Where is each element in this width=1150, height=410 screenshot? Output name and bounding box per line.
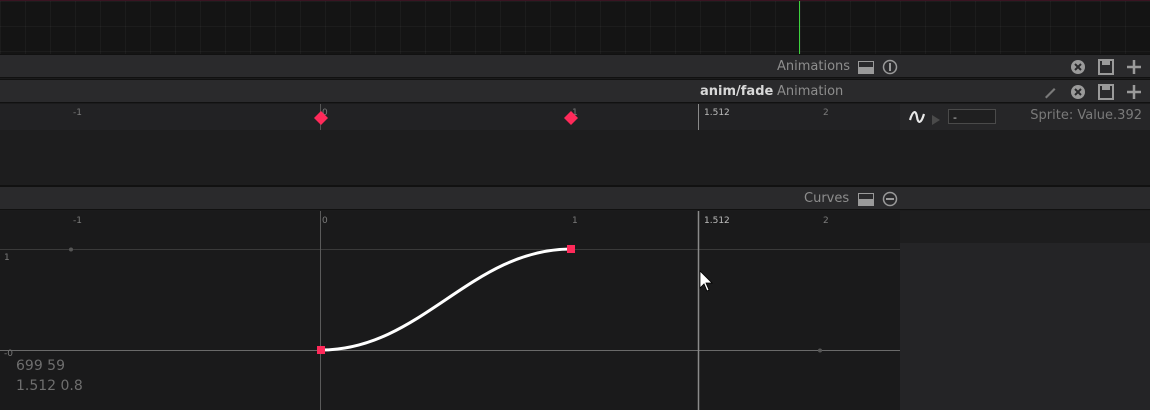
dock-icon[interactable] — [857, 58, 875, 76]
add-icon[interactable] — [1125, 83, 1143, 101]
close-icon[interactable] — [1069, 58, 1087, 76]
track-target: Sprite: Value.392 — [1030, 108, 1142, 123]
minus-circle-icon[interactable] — [881, 190, 899, 208]
x-tick-label: 1 — [572, 216, 578, 226]
track-controls: - Sprite: Value.392 — [900, 104, 1150, 130]
add-icon[interactable] — [1125, 58, 1143, 76]
animation-name[interactable]: anim/fade — [700, 84, 774, 99]
info-icon[interactable] — [881, 58, 899, 76]
animation-curve[interactable] — [320, 247, 572, 352]
playhead-label: 1.512 — [704, 108, 730, 118]
tick-label: 0 — [322, 108, 328, 118]
mouse-cursor-icon — [699, 270, 713, 292]
tick-label: -1 — [73, 108, 82, 118]
dock-icon[interactable] — [857, 190, 875, 208]
grid-point — [818, 348, 822, 353]
animation-header: anim/fade Animation — [0, 79, 1150, 103]
playhead-label: 1.512 — [704, 216, 730, 226]
grid-point — [69, 247, 73, 252]
animations-title: Animations — [777, 59, 851, 74]
curves-title: Curves — [804, 191, 850, 206]
tick-label: 2 — [823, 108, 829, 118]
play-icon[interactable] — [931, 111, 941, 130]
y-tick-label: -0 — [4, 349, 13, 359]
preview-playhead — [799, 1, 800, 55]
mouse-readout: 699 59 — [16, 358, 65, 374]
x-tick-label: 0 — [322, 216, 328, 226]
track-value-field[interactable]: - — [948, 109, 996, 124]
value-readout: 1.512 0.8 — [16, 378, 83, 394]
track-value-text: - — [953, 111, 957, 124]
timeline-playhead[interactable] — [698, 104, 699, 130]
keyframe-diamond[interactable] — [563, 110, 579, 126]
animations-header: Animations — [0, 54, 1150, 78]
y-tick-label: 1 — [4, 253, 10, 263]
curve-editor[interactable]: -1 0 1 1.512 2 1 -0 699 59 1.512 0.8 — [0, 211, 900, 410]
curve-icon[interactable] — [908, 108, 926, 130]
tick-label: 1 — [572, 108, 578, 118]
keyframe-diamond[interactable] — [313, 110, 329, 126]
pencil-icon[interactable] — [1041, 83, 1059, 101]
curve-canvas[interactable] — [0, 211, 900, 410]
x-tick-label: 2 — [823, 216, 829, 226]
track-area — [0, 130, 1150, 186]
curve-keyframe[interactable] — [567, 245, 575, 253]
curves-side-header — [900, 211, 1150, 243]
curves-header: Curves — [0, 186, 1150, 210]
timeline-ruler[interactable]: -1 0 1 1.512 2 — [0, 104, 900, 130]
save-icon[interactable] — [1097, 83, 1115, 101]
close-icon[interactable] — [1069, 83, 1087, 101]
save-icon[interactable] — [1097, 58, 1115, 76]
curve-keyframe[interactable] — [317, 346, 325, 354]
curves-side-panel — [900, 211, 1150, 410]
preview-area — [0, 0, 1150, 55]
x-tick-label: -1 — [73, 216, 82, 226]
animation-type: Animation — [777, 84, 844, 99]
